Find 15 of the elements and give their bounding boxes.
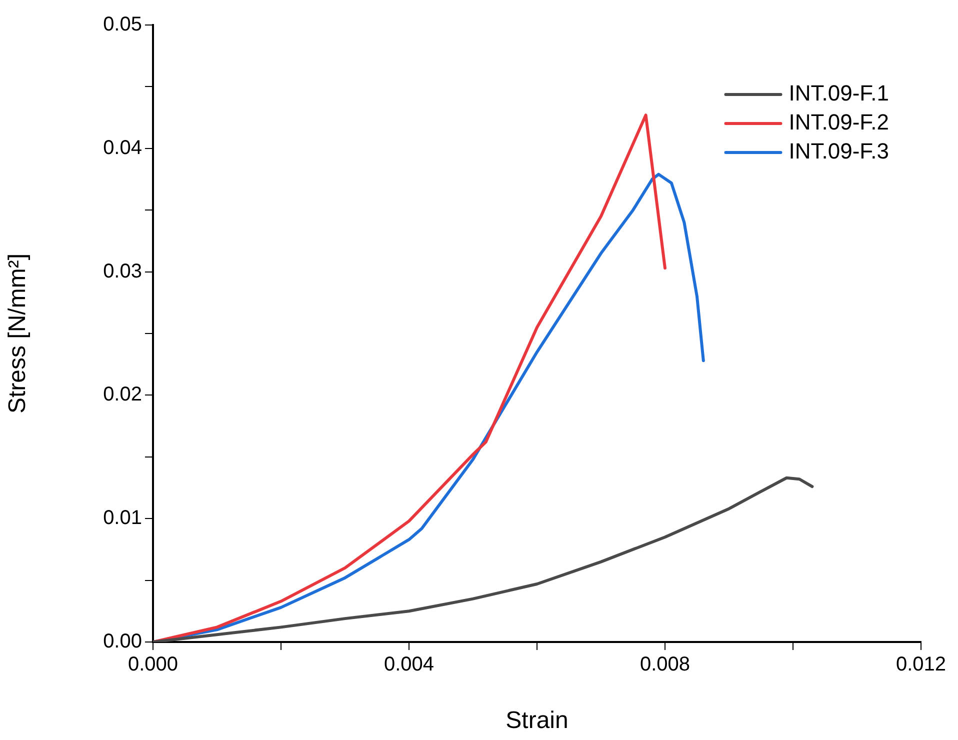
legend-label: INT.09-F.1	[788, 80, 890, 106]
y-tick-label: 0.01	[103, 507, 142, 530]
y-tick-label: 0.04	[103, 136, 142, 159]
legend-label: INT.09-F.3	[788, 138, 890, 164]
x-tick-label: 0.012	[896, 654, 946, 676]
y-tick-label: 0.03	[103, 260, 142, 282]
x-tick-label: 0.004	[384, 654, 434, 676]
y-axis-title: Stress [N/mm²]	[4, 254, 32, 414]
x-tick-label: 0.000	[128, 654, 178, 676]
x-axis-title: Strain	[506, 707, 568, 734]
x-tick-label: 0.008	[640, 654, 690, 676]
y-tick-label: 0.02	[103, 384, 142, 406]
legend-label: INT.09-F.2	[788, 110, 890, 135]
y-tick-label: 0.05	[103, 14, 142, 36]
y-tick-label: 0.00	[103, 630, 142, 653]
